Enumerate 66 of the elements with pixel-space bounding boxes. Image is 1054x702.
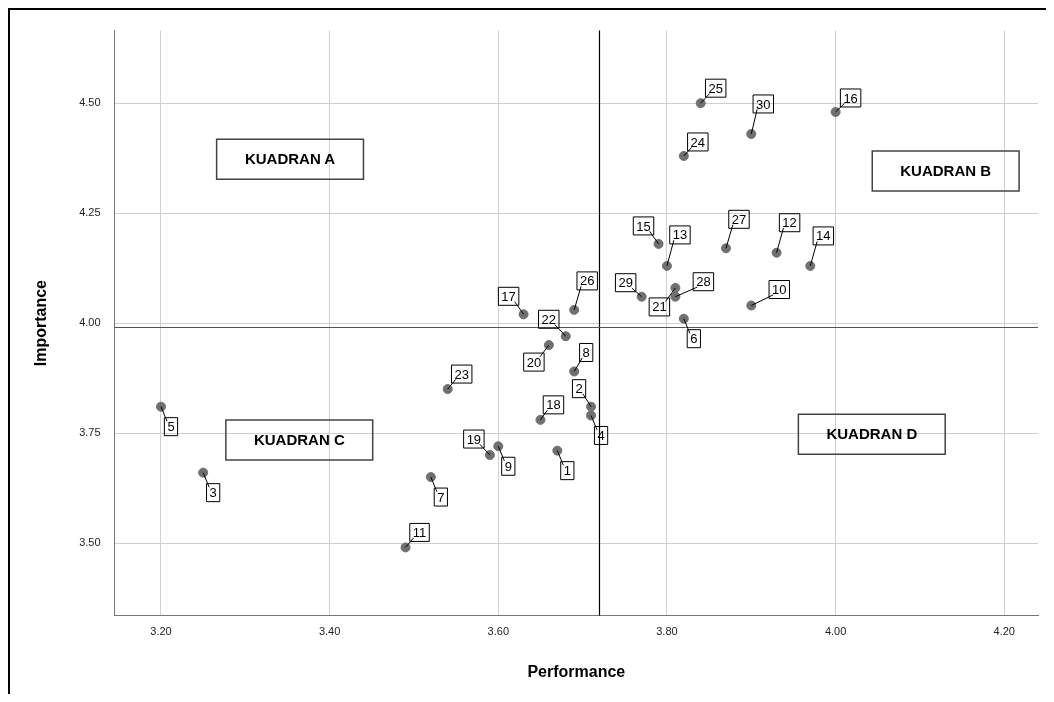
point bbox=[805, 260, 816, 271]
annotation: KUADRAN D bbox=[826, 425, 918, 443]
annotation: 15 bbox=[636, 218, 651, 234]
annotation: 2 bbox=[575, 381, 583, 397]
annotation: 23 bbox=[454, 366, 469, 382]
annotation: 30 bbox=[756, 96, 771, 112]
annotation: KUADRAN B bbox=[900, 162, 992, 180]
y-axis-title: Importance bbox=[32, 279, 50, 367]
y-tick-label: 4.00 bbox=[79, 316, 101, 329]
point bbox=[518, 309, 529, 320]
annotation: 17 bbox=[501, 288, 516, 304]
annotation: 24 bbox=[690, 134, 706, 150]
annotation: 8 bbox=[582, 345, 590, 361]
annotation: 29 bbox=[618, 275, 633, 291]
annotation: 1 bbox=[563, 463, 571, 479]
annotation: 6 bbox=[690, 331, 698, 347]
annotation: 7 bbox=[437, 489, 445, 505]
y-tick-label: 3.75 bbox=[79, 426, 101, 439]
x-tick-label: 3.60 bbox=[487, 625, 510, 638]
annotation: 25 bbox=[708, 80, 723, 96]
annotation: 11 bbox=[412, 525, 427, 540]
annotation: 21 bbox=[652, 299, 667, 315]
annotation: KUADRAN C bbox=[253, 431, 345, 449]
annotation: 20 bbox=[526, 354, 542, 370]
x-axis-title: Performance bbox=[527, 662, 626, 680]
point bbox=[678, 313, 689, 324]
annotation: 9 bbox=[504, 458, 512, 474]
annotation: 16 bbox=[843, 90, 858, 106]
annotation: 5 bbox=[167, 419, 175, 435]
annotation: 18 bbox=[546, 397, 561, 413]
annotation: 19 bbox=[466, 431, 482, 447]
y-tick-label: 4.50 bbox=[79, 96, 101, 109]
annotation: 22 bbox=[541, 311, 556, 327]
annotation: 28 bbox=[696, 274, 711, 290]
annotation: 26 bbox=[579, 273, 595, 289]
x-tick-label: 3.40 bbox=[318, 625, 341, 638]
point bbox=[569, 366, 580, 377]
point bbox=[552, 445, 563, 456]
point bbox=[442, 384, 453, 395]
point bbox=[400, 542, 411, 553]
y-tick-label: 3.50 bbox=[79, 536, 101, 549]
annotation: 27 bbox=[731, 211, 747, 227]
annotation: 14 bbox=[816, 228, 831, 244]
point bbox=[198, 467, 209, 478]
point bbox=[586, 410, 597, 421]
annotation: 13 bbox=[672, 227, 688, 243]
annotation: KUADRAN A bbox=[244, 150, 336, 168]
annotation: 10 bbox=[772, 282, 787, 298]
point bbox=[586, 401, 597, 412]
point bbox=[535, 414, 546, 425]
point bbox=[771, 247, 782, 258]
point bbox=[484, 450, 495, 461]
y-tick-label: 4.25 bbox=[79, 206, 101, 219]
annotation: 12 bbox=[782, 215, 797, 231]
point bbox=[746, 300, 757, 311]
point bbox=[493, 441, 504, 452]
point bbox=[670, 291, 681, 302]
point bbox=[425, 472, 436, 483]
point bbox=[695, 98, 706, 109]
point bbox=[720, 243, 731, 254]
x-tick-label: 4.00 bbox=[824, 625, 847, 638]
x-tick-label: 3.80 bbox=[656, 625, 678, 638]
x-tick-label: 4.20 bbox=[993, 625, 1015, 638]
annotation: 3 bbox=[209, 485, 217, 501]
x-tick-label: 3.20 bbox=[150, 625, 172, 638]
point bbox=[155, 401, 166, 412]
